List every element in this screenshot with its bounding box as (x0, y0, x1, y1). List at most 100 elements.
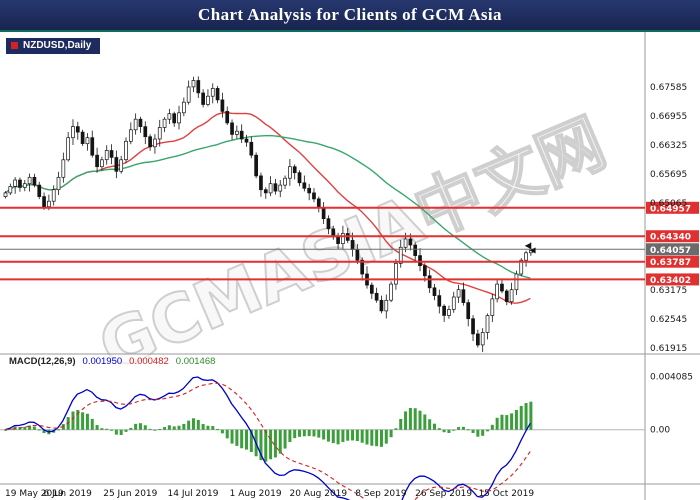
macd-histogram-bar (283, 429, 287, 449)
candle-body (85, 137, 90, 145)
macd-histogram-bar (71, 411, 75, 430)
candle-body (201, 92, 205, 105)
date-label: 26 Sep 2019 (415, 489, 472, 499)
candle-body (480, 332, 485, 346)
macd-histogram-bar (510, 413, 514, 430)
candle-body (167, 113, 172, 120)
candle-body (471, 318, 475, 335)
candle-body (495, 283, 499, 300)
candle-body (394, 263, 398, 285)
macd-histogram-bar (167, 425, 171, 430)
date-label: 19 May 2019 (5, 489, 64, 499)
price-axis-tick: 0.65695 (650, 170, 687, 180)
candle-body (432, 287, 437, 296)
macd-histogram-bar (114, 429, 118, 435)
macd-histogram-bar (365, 429, 369, 445)
candle-body (181, 101, 186, 114)
price-level-tag (646, 255, 699, 268)
candle-body (355, 249, 360, 261)
macd-histogram-bar (230, 429, 234, 444)
chart-canvas[interactable]: 0.64957 0.64340 0.63787 0.63402 0.64057 0.675… (0, 32, 700, 500)
candle-body (268, 183, 273, 194)
candle-body (80, 131, 85, 144)
macd-histogram-bar (288, 429, 292, 443)
candle-body (413, 244, 418, 256)
macd-histogram-bar (249, 429, 253, 452)
macd-histogram-bar (182, 423, 186, 430)
candle-body (379, 299, 384, 312)
candle-body (239, 130, 244, 140)
macd-histogram-bar (225, 429, 229, 439)
macd-histogram-bar (143, 425, 147, 430)
macd-value-main: 0.001950 (82, 356, 123, 367)
macd-histogram-bar (495, 417, 499, 430)
candle-body (13, 179, 17, 187)
macd-histogram-bar (211, 426, 215, 430)
macd-histogram-bar (245, 429, 248, 450)
candle-body (490, 298, 495, 316)
date-label: 8 Sep 2019 (355, 489, 407, 499)
symbol-label: NZDUSD,Daily (6, 38, 101, 54)
date-label: 15 Oct 2019 (478, 489, 534, 499)
symbol-label-text: NZDUSD,Daily (23, 40, 92, 51)
candle-body (384, 299, 389, 312)
macd-histogram-bar (85, 413, 89, 430)
arrow-marker (524, 242, 531, 249)
macd-histogram-bar (32, 426, 36, 430)
date-label: 14 Jul 2019 (168, 489, 219, 499)
macd-histogram-bar (341, 429, 345, 443)
macd-histogram-bar (76, 409, 80, 430)
candle-body (42, 196, 46, 208)
candle-body (504, 290, 509, 302)
price-level-tag-text: 0.63787 (650, 258, 691, 268)
macd-histogram-bar (129, 427, 133, 430)
candle-body (90, 137, 95, 156)
macd-histogram-bar (428, 419, 432, 430)
macd-histogram-bar (442, 429, 446, 433)
macd-histogram-bar (384, 429, 388, 444)
candle-body (27, 176, 32, 185)
macd-histogram-bar (322, 429, 326, 440)
price-level-tag (646, 230, 699, 243)
candle-body (51, 189, 56, 202)
macd-histogram-bar (124, 429, 128, 432)
candle-body (32, 176, 37, 186)
candle-body (124, 140, 128, 161)
date-label: 6 Jun 2019 (43, 489, 92, 499)
candle-body (307, 187, 312, 194)
candle-body (316, 198, 321, 209)
macd-histogram-bar (505, 415, 509, 430)
candle-body (66, 137, 71, 161)
candle-body (292, 166, 297, 174)
macd-histogram-bar (524, 403, 528, 430)
macd-histogram-bar (273, 429, 277, 458)
macd-histogram-bar (346, 429, 350, 441)
macd-histogram-bar (519, 405, 523, 430)
macd-histogram-bar (8, 428, 12, 430)
macd-histogram-bar (105, 428, 109, 430)
candle-body (133, 118, 138, 131)
macd-histogram-bar (158, 428, 162, 430)
macd-histogram-bar (307, 429, 311, 437)
candle-body (427, 275, 432, 289)
candle-body (398, 246, 403, 264)
candle-body (18, 179, 22, 188)
macd-histogram-bar (187, 420, 191, 430)
price-level-tag-text: 0.63402 (650, 276, 691, 286)
candle-body (186, 86, 191, 103)
macd-histogram-bar (529, 401, 533, 430)
macd-histogram-bar (466, 429, 470, 431)
macd-histogram-bar (298, 429, 302, 437)
candle-body (37, 184, 42, 197)
candle-body (485, 315, 490, 333)
macd-histogram-bar (461, 426, 465, 430)
candle-body (369, 284, 374, 294)
macd-axis-tick: 0.00 (650, 426, 670, 436)
candle-body (95, 154, 99, 168)
candle-body (220, 99, 225, 112)
candle-body (138, 118, 143, 127)
macd-histogram-bar (312, 429, 316, 437)
current-price-tag-text: 0.64057 (650, 246, 691, 256)
macd-line (4, 376, 531, 500)
candle-body (254, 154, 258, 177)
